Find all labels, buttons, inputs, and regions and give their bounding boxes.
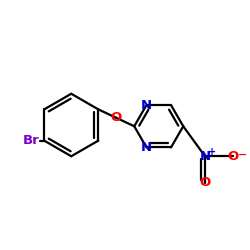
Text: N: N — [141, 141, 152, 154]
Text: O: O — [111, 111, 122, 124]
Text: −: − — [238, 150, 248, 160]
Text: Br: Br — [22, 134, 39, 147]
Text: N: N — [200, 150, 210, 163]
Text: O: O — [227, 150, 238, 163]
Text: N: N — [141, 98, 152, 112]
Text: +: + — [208, 147, 216, 157]
Text: O: O — [200, 176, 210, 189]
